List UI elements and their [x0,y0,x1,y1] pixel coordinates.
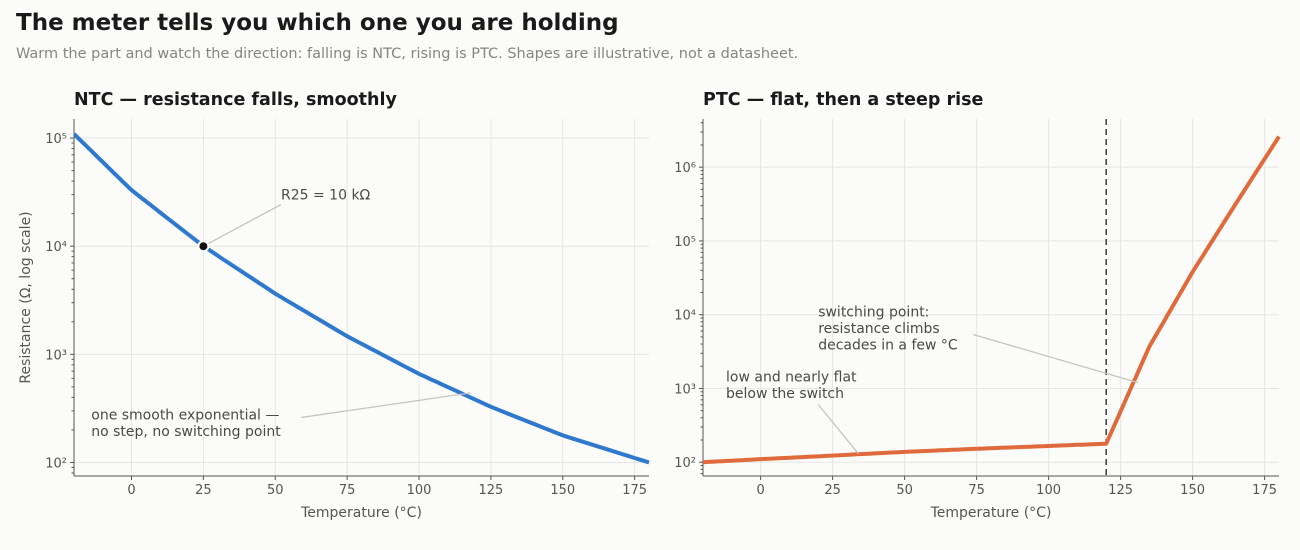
y-tick-label: 10⁴ [45,240,67,255]
x-tick-label: 100 [407,483,432,498]
x-axis-label: Temperature (°C) [300,505,422,521]
y-tick-label: 10³ [45,348,67,363]
annotation-text: decades in a few °C [818,337,958,353]
x-tick-label: 100 [1036,483,1061,498]
y-tick-label: 10² [674,456,696,471]
x-tick-label: 50 [267,483,284,498]
y-tick-label: 10⁵ [45,132,67,147]
x-tick-label: 50 [896,483,913,498]
ptc-curve [703,135,1281,465]
r25-marker [197,240,210,253]
annotation-connector [301,392,471,419]
ntc-panel: NTC — resistance falls, smoothly 0 25 50 75 1… [18,90,650,521]
y-tick-label: 10⁴ [674,309,696,324]
y-axis-label: Resistance (Ω, log scale) [18,211,34,383]
annotation-text: resistance climbs [818,321,940,337]
page-title: The meter tells you which one you are ho… [16,10,619,36]
page-subtitle: Warm the part and watch the direction: f… [16,46,799,62]
x-tick-label: 150 [550,483,575,498]
y-tick-label: 10² [45,456,67,471]
x-tick-label: 175 [1252,483,1277,498]
panel-title: NTC — resistance falls, smoothly [74,90,398,110]
x-tick-label: 150 [1180,483,1205,498]
x-tick-label: 25 [195,483,212,498]
annotation-text: R25 = 10 kΩ [281,188,371,204]
x-tick-label: 0 [127,483,135,498]
annotation-text: switching point: [818,304,929,320]
annotation-connector [203,203,282,247]
x-tick-label: 75 [339,483,356,498]
x-tick-label: 125 [478,483,503,498]
y-tick-label: 10³ [674,382,696,397]
annotation-text: no step, no switching point [91,424,281,440]
x-tick-label: 125 [1108,483,1133,498]
y-tick-label: 10⁶ [674,161,696,176]
annotation-connector [973,333,1139,384]
ntc-curve [74,132,650,465]
x-tick-label: 0 [756,483,764,498]
ptc-panel: PTC — flat, then a steep rise 0 25 50 75 100 1… [674,90,1281,521]
annotation-text: one smooth exponential — [91,407,279,423]
annotation-text: low and nearly flat [726,369,857,385]
panel-title: PTC — flat, then a steep rise [703,90,984,110]
x-axis-label: Temperature (°C) [930,505,1052,521]
x-tick-label: 175 [622,483,647,498]
x-tick-label: 25 [824,483,841,498]
annotation-text: below the switch [726,386,844,402]
y-tick-label: 10⁵ [674,235,696,250]
x-tick-label: 75 [968,483,985,498]
annotation-connector [817,403,860,455]
